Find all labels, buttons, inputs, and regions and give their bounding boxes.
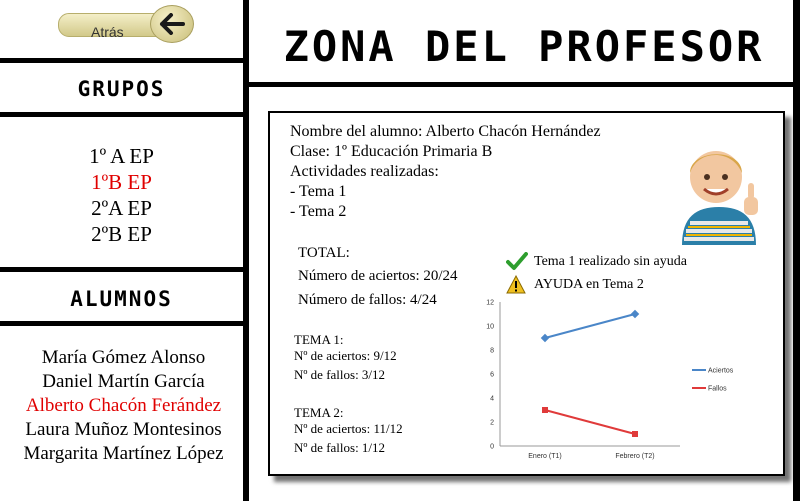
total-fails: Número de fallos: 4/24	[298, 292, 437, 308]
notice-help-used: AYUDA en Tema 2	[534, 277, 644, 292]
results-chart: 0 2 4 6 8 10 12 Enero (T1) Febrero (T2) Aciertos F…	[486, 300, 734, 461]
chart-point	[632, 431, 638, 437]
tema2-title: TEMA 2:	[294, 405, 344, 420]
groups-list: 1º A EP 1ºB EP 2ºA EP 2ºB EP	[0, 143, 243, 247]
divider-left-top	[243, 0, 249, 501]
divider-left-4	[0, 321, 243, 326]
student-class-line: Clase: 1º Educación Primaria B	[290, 143, 493, 160]
chart-x-tick-label: Enero (T1)	[528, 453, 561, 460]
chart-legend-label: Aciertos	[708, 368, 734, 375]
chart-point	[630, 309, 640, 319]
chart-y-tick-label: 0	[490, 444, 494, 451]
divider-left-3	[0, 267, 243, 272]
chart-y-tick-label: 10	[486, 324, 494, 331]
divider-header	[249, 82, 793, 87]
back-button-label[interactable]: Atrás	[91, 24, 124, 40]
notice-no-help: Tema 1 realizado sin ayuda	[534, 254, 687, 269]
divider-left-1	[0, 58, 243, 63]
activities-title: Actividades realizadas:	[290, 163, 439, 180]
divider-right	[793, 0, 800, 501]
students-title: ALUMNOS	[70, 287, 173, 311]
chart-y-tick-label: 6	[490, 372, 494, 379]
chart-series-line	[544, 313, 636, 339]
group-item-selected[interactable]: 1ºB EP	[91, 170, 152, 194]
groups-title: GRUPOS	[77, 77, 166, 101]
chart-y-tick-label: 2	[490, 420, 494, 427]
tema2-hits: Nº de aciertos: 11/12	[294, 421, 403, 436]
chart-y-tick-label: 12	[486, 300, 494, 307]
tema1-fails: Nº de fallos: 3/12	[294, 367, 386, 382]
students-list: María Gómez Alonso Daniel Martín García …	[0, 346, 247, 466]
student-item[interactable]: Margarita Martínez López	[23, 443, 224, 464]
student-item[interactable]: María Gómez Alonso	[41, 347, 206, 368]
page-title: ZONA DEL PROFESOR	[283, 22, 765, 71]
divider-left-2	[0, 112, 243, 117]
chart-legend-label: Fallos	[708, 386, 727, 393]
student-photo	[664, 135, 774, 245]
student-item[interactable]: Laura Muñoz Montesinos	[25, 419, 222, 440]
chart-point	[542, 407, 548, 413]
group-item[interactable]: 2ºB EP	[91, 222, 152, 246]
tema2-fails: Nº de fallos: 1/12	[294, 440, 386, 455]
total-title: TOTAL:	[298, 245, 350, 261]
chart-point	[540, 333, 550, 343]
back-arrow-icon[interactable]	[150, 5, 194, 43]
tema1-title: TEMA 1:	[294, 332, 344, 347]
warning-icon	[506, 275, 526, 294]
total-hits: Número de aciertos: 20/24	[298, 268, 458, 284]
student-name-line: Nombre del alumno: Alberto Chacón Hernán…	[290, 123, 601, 140]
chart-series-line	[544, 409, 636, 435]
activity-item: - Tema 1	[290, 183, 347, 200]
group-item[interactable]: 1º A EP	[89, 144, 154, 168]
chart-y-tick-label: 8	[490, 348, 494, 355]
student-item-selected[interactable]: Alberto Chacón Ferández	[25, 395, 222, 416]
chart-x-tick-label: Febrero (T2)	[615, 453, 654, 460]
group-item[interactable]: 2ºA EP	[91, 196, 152, 220]
student-report-card: Nombre del alumno: Alberto Chacón Hernán…	[268, 111, 785, 476]
chart-y-tick-label: 4	[490, 396, 494, 403]
student-item[interactable]: Daniel Martín García	[42, 371, 205, 392]
activity-item: - Tema 2	[290, 203, 347, 220]
tema1-hits: Nº de aciertos: 9/12	[294, 348, 397, 363]
check-icon	[506, 252, 528, 270]
